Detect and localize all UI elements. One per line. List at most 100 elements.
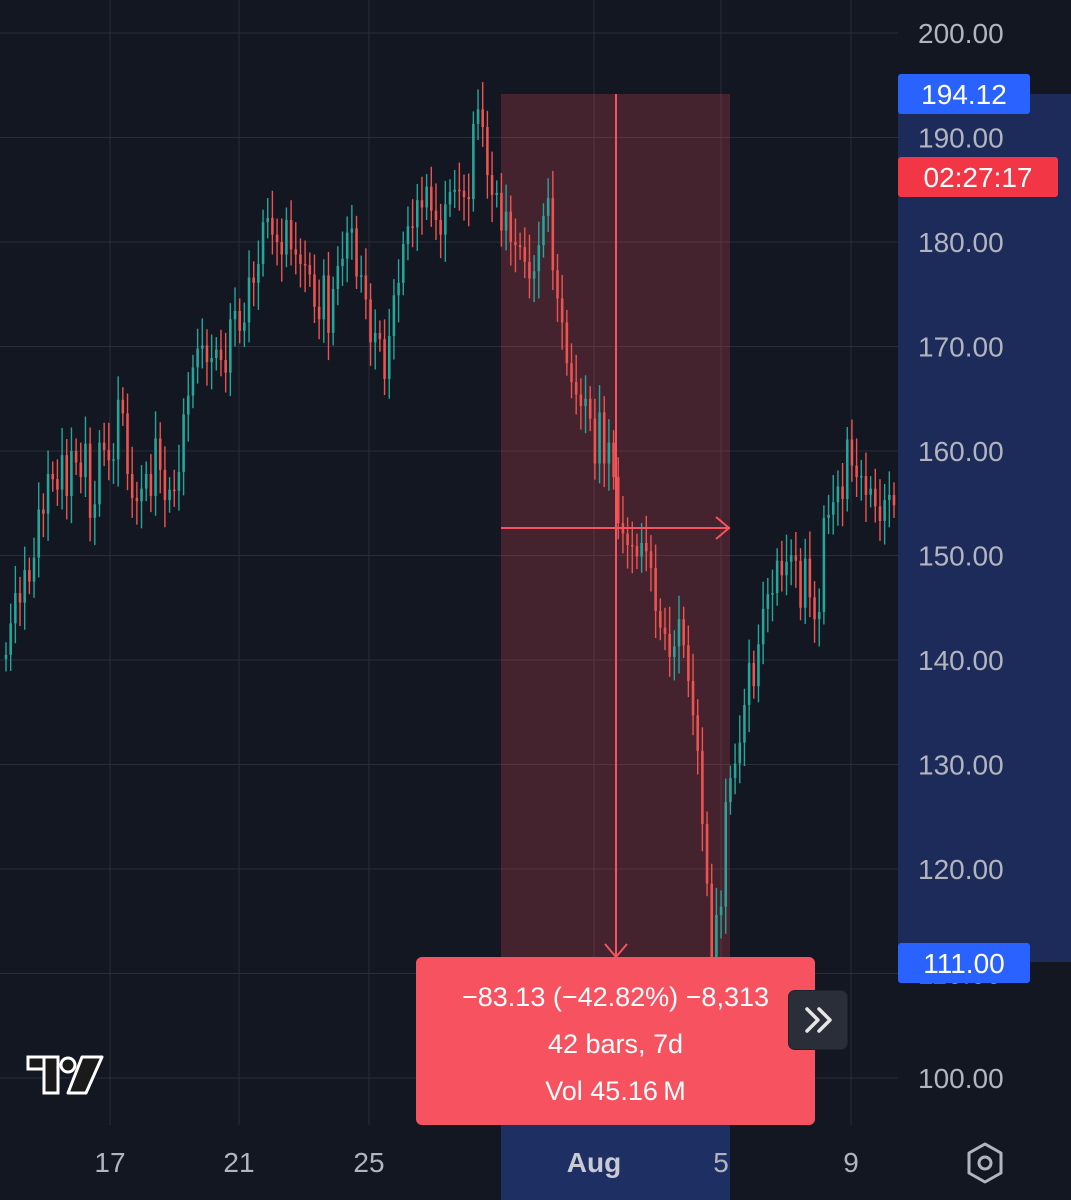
candle: [14, 565, 17, 644]
expand-button[interactable]: [789, 991, 847, 1049]
candle: [285, 207, 288, 268]
candle: [817, 588, 821, 647]
candle: [219, 329, 223, 377]
candle: [303, 240, 307, 293]
measure-bars-text: 42 bars, 7d: [547, 1029, 684, 1059]
candle: [766, 577, 770, 633]
candle: [593, 398, 597, 480]
candle: [537, 221, 541, 299]
candle: [472, 111, 475, 212]
candle: [752, 650, 756, 699]
candle: [233, 287, 237, 347]
candle: [336, 246, 340, 306]
candle: [93, 480, 97, 546]
hexagon-settings-icon[interactable]: [962, 1140, 1008, 1186]
candle: [9, 603, 12, 671]
time-scale-highlight: [501, 1125, 730, 1200]
candle: [387, 308, 391, 399]
candle: [467, 173, 470, 227]
candle: [397, 259, 400, 323]
candle: [135, 481, 139, 525]
candle: [317, 279, 321, 340]
candle: [733, 743, 737, 795]
candle: [789, 539, 793, 586]
candle: [186, 372, 190, 442]
candle: [799, 548, 802, 621]
candle: [439, 203, 442, 259]
candle: [140, 465, 143, 529]
candle: [112, 443, 115, 484]
candle: [313, 254, 316, 323]
candle: [420, 176, 424, 235]
candle: [546, 178, 550, 233]
candle: [574, 354, 578, 415]
candle: [794, 531, 798, 588]
candle: [888, 471, 891, 528]
chevron-double-right-icon: [805, 1007, 832, 1033]
candle: [415, 184, 419, 251]
candle: [425, 174, 428, 221]
y-tick-label: 120.00: [918, 854, 1004, 885]
candle: [257, 240, 260, 310]
candle: [654, 544, 657, 639]
measure-info-box: −83.13 (−42.82%) −8,313 42 bars, 7d Vol …: [416, 957, 815, 1125]
countdown-badge: 02:27:17: [898, 157, 1058, 197]
tradingview-logo-icon[interactable]: [26, 1053, 106, 1097]
candle: [401, 231, 405, 296]
candle: [495, 180, 499, 208]
x-tick-label: 9: [843, 1147, 859, 1178]
candle: [196, 328, 199, 384]
y-tick-label: 190.00: [918, 123, 1004, 154]
candle: [518, 232, 522, 260]
candle: [598, 385, 601, 484]
candle: [850, 419, 854, 482]
candle: [215, 337, 218, 371]
candle: [18, 576, 22, 627]
candle: [60, 428, 64, 510]
candle: [448, 179, 452, 217]
low-price-badge-text: 111.00: [923, 948, 1004, 979]
candle: [523, 227, 527, 279]
candle: [355, 215, 358, 290]
candle: [677, 595, 681, 674]
candle: [528, 234, 531, 299]
candle: [378, 320, 382, 352]
candle: [803, 538, 807, 624]
candle: [453, 169, 456, 209]
candle: [616, 457, 620, 540]
candle: [149, 454, 153, 513]
candle: [243, 302, 246, 348]
candle: [659, 598, 662, 641]
candle: [635, 533, 639, 570]
candle: [649, 535, 653, 592]
candle: [560, 274, 564, 350]
candle: [864, 452, 868, 523]
candle: [238, 298, 241, 344]
candle: [79, 442, 83, 494]
candle: [229, 303, 232, 397]
candle: [177, 444, 181, 511]
candle: [411, 199, 414, 248]
candle: [869, 476, 872, 508]
candle: [724, 778, 728, 934]
candle: [584, 375, 587, 434]
candle: [46, 450, 50, 541]
candle: [345, 216, 349, 283]
candle: [565, 309, 569, 376]
x-tick-label: 17: [94, 1147, 125, 1178]
candle: [434, 183, 438, 240]
candle: [551, 170, 555, 291]
high-price-badge: 194.12: [898, 74, 1030, 114]
candle: [874, 468, 877, 523]
candle: [430, 166, 433, 227]
candle: [532, 255, 536, 303]
candle: [771, 569, 774, 622]
candle: [28, 557, 31, 595]
candle: [640, 523, 643, 573]
candle: [504, 184, 508, 251]
candle: [201, 318, 204, 369]
y-tick-label: 140.00: [918, 645, 1004, 676]
candle: [556, 254, 559, 322]
candle: [350, 204, 354, 260]
candle: [205, 329, 209, 386]
